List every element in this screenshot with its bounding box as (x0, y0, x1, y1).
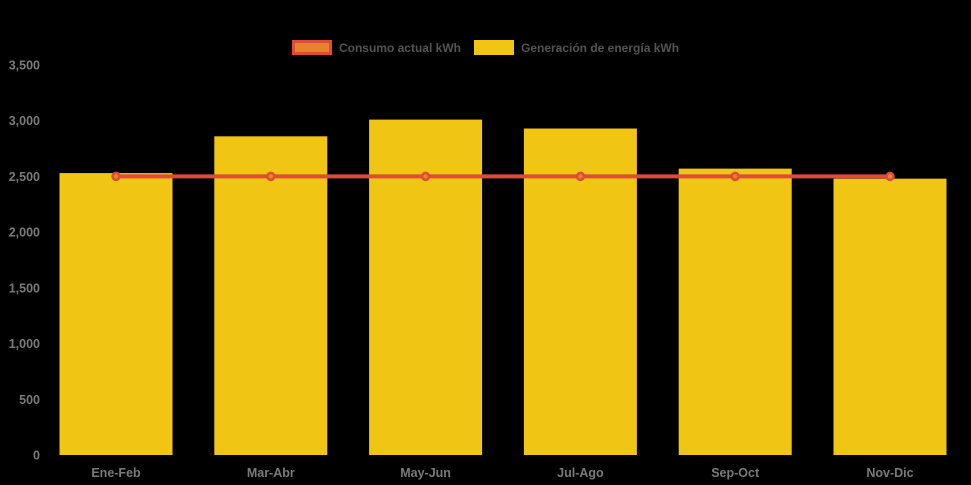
y-axis-tick-label: 500 (19, 393, 40, 407)
x-axis-label: Sep-Oct (711, 466, 760, 480)
consumo-point-Jul-Ago[interactable] (575, 171, 586, 182)
y-axis-tick-label: 1,000 (9, 337, 40, 351)
bar-Nov-Dic[interactable] (833, 178, 947, 455)
x-axis-label: Mar-Abr (247, 466, 295, 480)
consumo-point-Nov-Dic[interactable] (885, 171, 895, 182)
x-axis-label: May-Jun (400, 466, 451, 480)
bar-Ene-Feb[interactable] (59, 173, 173, 456)
y-axis-tick-label: 2,000 (9, 226, 40, 240)
bar-May-Jun[interactable] (369, 119, 483, 455)
legend-item-generacion[interactable]: Generación de energía kWh (473, 40, 680, 55)
legend-swatch-consumo-icon (291, 40, 332, 55)
y-axis-tick-label: 1,500 (9, 281, 40, 295)
y-axis-tick-label: 3,500 (9, 59, 40, 73)
bar-Sep-Oct[interactable] (678, 168, 792, 455)
x-axis-label: Ene-Feb (91, 466, 141, 480)
legend-swatch-generacion-icon (473, 40, 514, 55)
bar-Jul-Ago[interactable] (523, 128, 637, 455)
y-axis-tick-label: 3,000 (9, 114, 40, 128)
consumo-point-Sep-Oct[interactable] (730, 171, 740, 182)
consumo-point-Mar-Abr[interactable] (266, 171, 276, 182)
legend-item-consumo[interactable]: Consumo actual kWh (291, 40, 461, 55)
x-axis-label: Jul-Ago (557, 466, 604, 480)
chart-legend: Consumo actual kWh Generación de energía… (0, 40, 971, 55)
consumo-point-May-Jun[interactable] (420, 171, 431, 182)
consumo-point-Ene-Feb[interactable] (111, 171, 121, 182)
y-axis-tick-label: 0 (33, 449, 40, 463)
x-axis-label: Nov-Dic (866, 466, 913, 480)
y-axis-tick-label: 2,500 (9, 170, 40, 184)
legend-label-consumo: Consumo actual kWh (338, 40, 461, 55)
legend-label-generacion: Generación de energía kWh (520, 40, 680, 55)
bar-Mar-Abr[interactable] (214, 136, 328, 456)
